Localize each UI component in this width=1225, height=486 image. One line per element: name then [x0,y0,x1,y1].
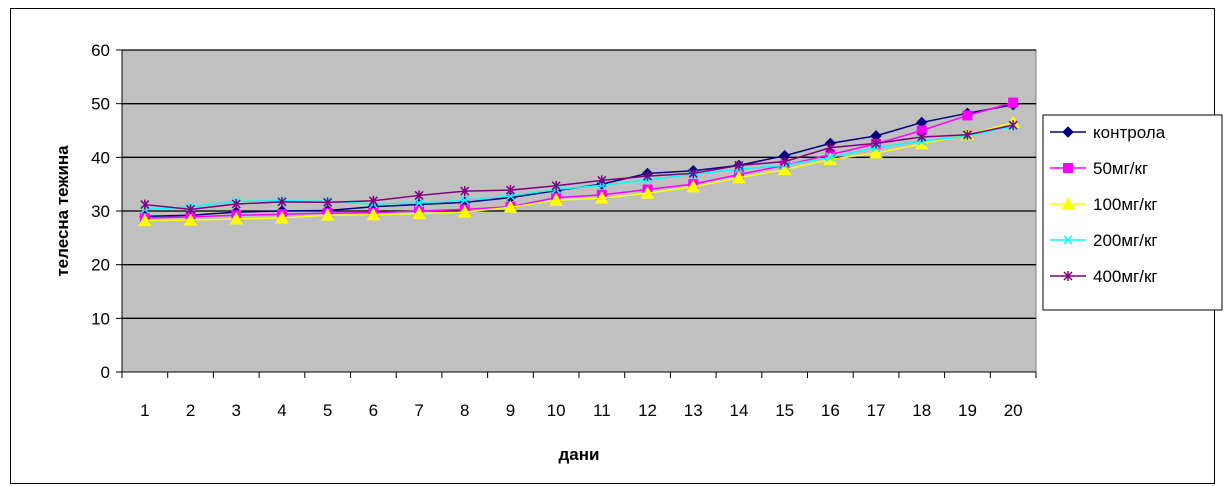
y-tick-label: 60 [91,41,110,60]
axes [116,49,1037,378]
data-point [460,195,470,205]
series-group [138,97,1020,227]
x-tick-label: 20 [1004,401,1023,420]
y-tick-label: 40 [91,148,110,167]
data-point [277,196,287,207]
data-point [412,206,426,220]
data-point [186,204,196,215]
data-point [688,168,698,179]
x-tick-label: 14 [729,401,748,420]
data-point [460,186,470,197]
data-point [323,197,333,208]
x-tick-label: 6 [369,401,378,420]
data-point [140,199,150,210]
legend-marker [1063,235,1073,245]
legend-label: 400мг/кг [1093,267,1158,286]
data-point [686,179,701,193]
y-axis-title: телесна тежина [53,145,72,277]
x-tick-label: 11 [593,401,611,420]
x-tick-label: 13 [684,401,703,420]
y-tick-label: 50 [91,95,110,114]
data-point [138,213,152,227]
data-point [823,152,838,165]
data-point [869,145,883,159]
data-point [1008,97,1019,108]
data-point [505,185,515,196]
data-point [732,170,746,184]
x-tick-label: 16 [821,401,840,420]
data-point [368,195,378,206]
legend-entry: контрола [1050,123,1166,142]
data-point [229,212,244,225]
x-tick-label: 9 [506,401,515,420]
legend-label: 50мг/кг [1093,159,1148,178]
data-point [595,191,609,204]
legend-label: 200мг/кг [1093,231,1158,250]
data-point [457,205,472,218]
data-point [231,199,241,210]
data-point [549,193,563,206]
legend-box [1042,114,1223,311]
data-point [871,138,881,149]
x-tick-label: 7 [414,401,423,420]
series-line [144,125,1014,211]
gridlines [122,49,1036,319]
x-tick-label: 3 [232,401,241,420]
data-point [320,208,335,221]
x-tick-label: 1 [140,401,149,420]
data-point [825,152,835,162]
legend-marker [1063,163,1073,173]
x-tick-label: 8 [460,401,469,420]
x-tick-label: 5 [323,401,332,420]
legend-label: контрола [1093,123,1166,142]
y-tick-label: 0 [101,363,110,382]
x-tick-label: 4 [277,401,286,420]
data-point [183,213,198,226]
legend-marker [1062,126,1074,138]
y-tick-label: 20 [91,256,110,275]
series-5 [140,120,1018,215]
legend-entry: 200мг/кг [1050,231,1158,250]
data-point [734,160,744,171]
series-line [144,101,1014,219]
data-point [962,129,972,140]
data-point [275,210,289,224]
legend: контрола 50мг/кг 100мг/кг 200мг/кг 400мг/кг [1042,114,1223,311]
data-point [551,180,561,191]
data-point [780,156,790,167]
series-line [144,124,1014,211]
x-tick-label: 19 [958,401,977,420]
x-tick-label: 12 [638,401,657,420]
x-axis-title: дани [559,445,600,464]
legend-label: 100мг/кг [1093,195,1158,214]
legend-entry: 50мг/кг [1050,159,1148,178]
x-tick-label: 18 [912,401,931,420]
data-point [1008,120,1018,131]
data-point [643,171,653,182]
series-3 [138,115,1020,227]
data-point [503,200,518,213]
data-point [962,110,973,121]
x-tick-label: 17 [867,401,886,420]
y-tick-label: 10 [91,309,110,328]
legend-marker [1063,271,1073,281]
legend-entry: 100мг/кг [1050,195,1158,214]
data-point [640,186,655,199]
data-point [414,198,424,208]
series-line [144,121,1014,222]
legend-entry: 400мг/кг [1050,267,1158,286]
legend-marker [1061,196,1075,210]
data-point [825,142,835,153]
data-point [917,131,927,142]
x-tick-label: 2 [186,401,195,420]
y-tick-label: 30 [91,202,110,221]
data-point [366,207,381,221]
data-point [414,190,424,201]
x-tick-label: 15 [775,401,794,420]
x-tick-label: 10 [547,401,566,420]
data-point [597,175,607,186]
